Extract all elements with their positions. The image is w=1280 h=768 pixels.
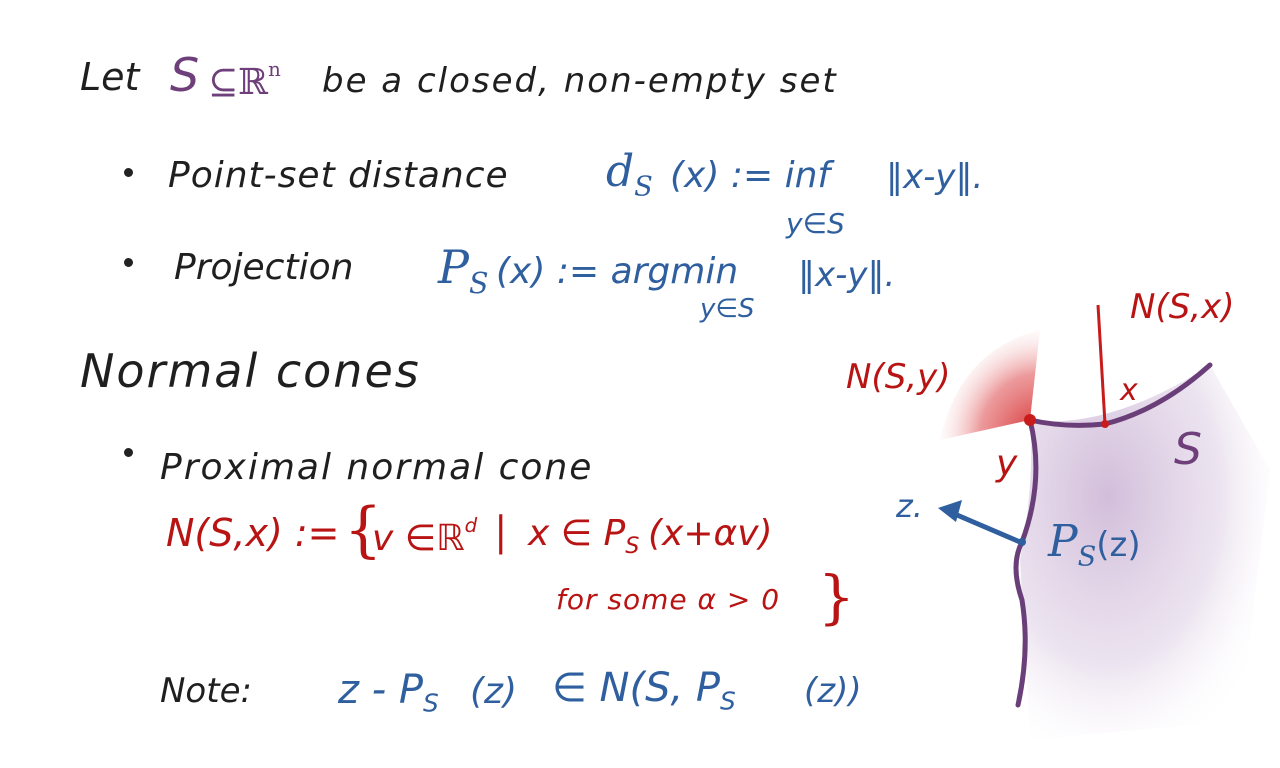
cone-at-y (940, 330, 1040, 440)
proximal-label: Proximal normal cone (160, 447, 594, 488)
set-boundary (1013, 362, 1213, 708)
pz-label: PS(z) (1048, 516, 1141, 573)
proximal-arg: (x+αv) (648, 513, 773, 554)
projection-norm: ‖x-y‖. (798, 255, 896, 295)
proximal-lhs: N(S,x) := (166, 511, 340, 555)
y-label: y (996, 443, 1018, 484)
let-word: Let (80, 55, 140, 99)
set-region (1020, 365, 1270, 740)
note-in: ∈ N(S, PS (552, 665, 736, 716)
point-y (1024, 414, 1036, 426)
x-label: x (1120, 373, 1138, 408)
cone-y-label: N(S,y) (846, 357, 951, 397)
distance-def: (x) := inf (670, 155, 831, 196)
note-label: Note: (160, 671, 252, 711)
brace-open: { (344, 495, 383, 565)
proximal-condition: for some α > 0 (556, 583, 781, 616)
normal-cones-heading: Normal cones (80, 344, 421, 398)
cone-x-label: N(S,x) (1130, 287, 1235, 327)
arrow-head (938, 500, 962, 522)
proximal-v: v ∈ℝd (372, 514, 478, 559)
note-tail: (z)) (804, 671, 862, 711)
distance-norm: ‖x-y‖. (886, 157, 984, 197)
brace-close: } (818, 563, 855, 631)
z-label: z. (896, 487, 923, 525)
point-set-distance-label: Point-set distance (168, 155, 509, 196)
proximal-x-in: x ∈ PS (528, 513, 640, 559)
bullet (124, 258, 133, 267)
note-z: z - PS (338, 667, 439, 718)
set-symbol: S (170, 48, 200, 102)
intro-rest: be a closed, non-empty set (322, 61, 838, 101)
arrow-shaft (947, 509, 1023, 545)
subset-rn: ⊆ℝn (208, 58, 281, 103)
s-label: S (1174, 424, 1202, 475)
note-zarg: (z) (470, 671, 517, 712)
bullet (124, 448, 133, 457)
point-x (1101, 420, 1109, 428)
bullet (124, 168, 133, 177)
projection-symbol: PS (438, 240, 489, 300)
projection-label: Projection (174, 247, 354, 288)
projection-under: y∈S (700, 294, 755, 324)
normal-ray-x (1096, 304, 1107, 425)
projection-def: (x) := argmin (496, 251, 739, 292)
point-pz (1018, 538, 1026, 546)
distance-under: y∈S (786, 207, 845, 240)
distance-symbol: dS (606, 146, 653, 203)
proximal-bar: | (494, 509, 508, 555)
